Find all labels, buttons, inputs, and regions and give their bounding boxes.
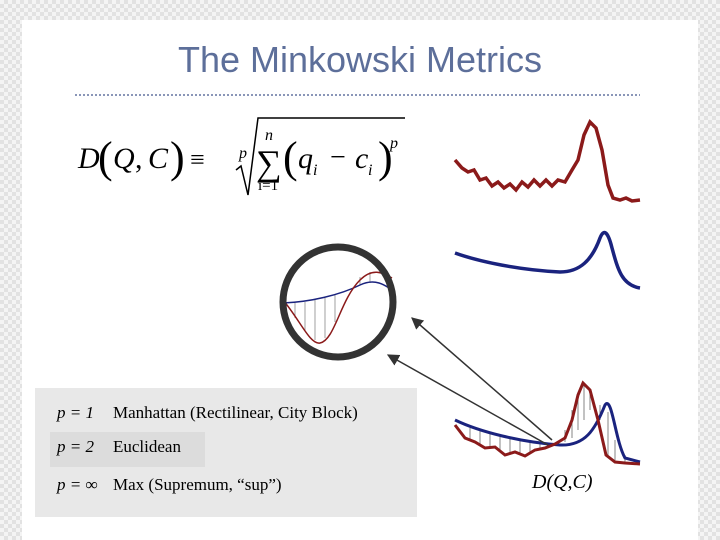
radical: [235, 117, 405, 196]
subscript: i: [368, 162, 372, 179]
title: The Minkowski Metrics: [178, 39, 542, 80]
term-q: q: [298, 142, 313, 175]
comma: ,: [135, 142, 143, 175]
formula-q: Q: [113, 142, 135, 175]
metric-label: Manhattan (Rectilinear, City Block): [113, 403, 358, 422]
series-q-curve: [453, 118, 641, 203]
term-c: c: [355, 142, 368, 175]
paren: (: [98, 133, 113, 182]
magnifier: [279, 243, 397, 361]
sum-upper: n: [265, 127, 273, 144]
arrow: [386, 354, 549, 446]
formula-c: C: [148, 142, 169, 175]
sigma: ∑: [256, 143, 282, 183]
series-c-curve: [454, 230, 641, 290]
arrow: [411, 317, 553, 441]
metric-symbol: p = 2: [56, 437, 94, 456]
minus: −: [330, 142, 346, 173]
subscript: i: [313, 162, 317, 179]
exponent: p: [389, 135, 398, 152]
overlay-q-curve: [453, 380, 641, 466]
formula-d: D: [77, 142, 100, 175]
metric-symbol: p = ∞: [56, 475, 98, 494]
paren: ): [378, 133, 393, 182]
formula-equiv: ≡: [190, 145, 205, 174]
sum-lower: i=1: [258, 178, 278, 194]
metric-symbol: p = 1: [56, 403, 94, 422]
metric-label: Euclidean: [113, 437, 181, 456]
paren: (: [283, 133, 298, 182]
paren: ): [170, 133, 185, 182]
highlight: [50, 432, 205, 467]
formula: D ( Q , C ) ≡ p n ∑ i=1 ( q i − c i ) p: [77, 117, 405, 196]
root-index: p: [238, 145, 247, 162]
overlay-c-curve: [454, 402, 641, 464]
distance-label: D(Q,C): [531, 471, 593, 493]
metric-label: Max (Supremum, “sup”): [113, 475, 282, 494]
